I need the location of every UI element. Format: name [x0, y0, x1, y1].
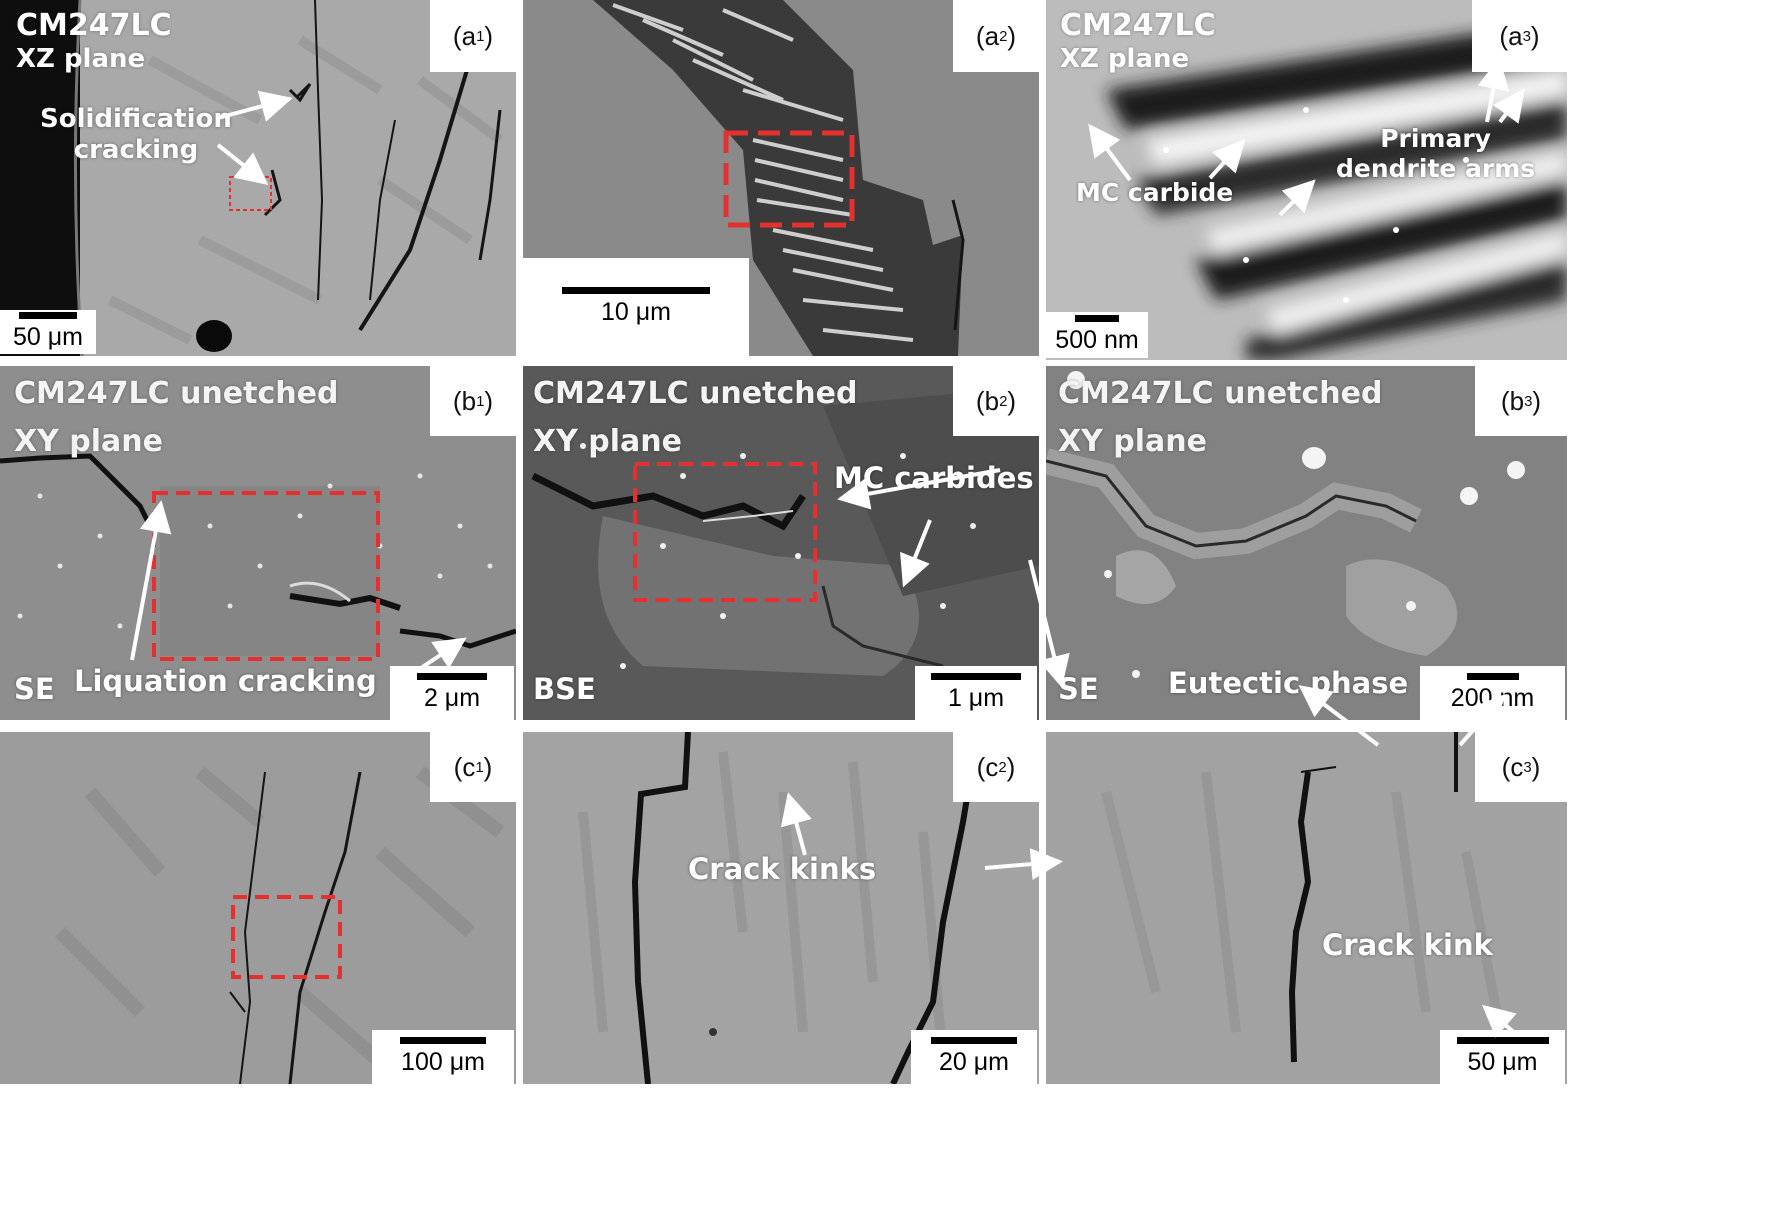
scale-bar-label: 100 μm: [401, 1048, 485, 1076]
scale-bar-label: 10 μm: [601, 298, 671, 326]
panel-title: CM247LC unetched: [533, 376, 858, 411]
panel-subscript: 3: [1523, 758, 1532, 776]
scale-bar-line: [1466, 673, 1519, 680]
scale-bar: 10 μm: [523, 258, 749, 356]
panel-subtitle: XZ plane: [1060, 44, 1190, 74]
panel-letter: a: [461, 20, 477, 51]
annotation-crack-kink: Crack kink: [1322, 928, 1493, 962]
panel-letter: c: [462, 751, 476, 782]
scale-bar: 1 μm: [915, 666, 1037, 720]
scale-bar-line: [417, 673, 487, 680]
panel-subscript: 2: [998, 758, 1007, 776]
scale-bar: 100 μm: [372, 1030, 514, 1084]
scale-bar: 50 μm: [1440, 1030, 1565, 1084]
panel-subtitle: XY plane: [533, 424, 683, 459]
panel-subscript: 3: [1524, 392, 1533, 410]
panel-subtitle: XZ plane: [16, 44, 146, 74]
panel-label: (b 2): [953, 366, 1039, 436]
panel-letter: c: [985, 751, 999, 782]
panel-b3: CM247LC unetched XY plane SE Eutectic ph…: [1046, 366, 1567, 720]
scale-bar: 200 nm: [1420, 666, 1565, 720]
panel-letter: c: [1510, 751, 1524, 782]
scale-bar-label: 500 nm: [1055, 326, 1139, 354]
panel-subtitle: XY plane: [1058, 424, 1208, 459]
panel-c1: (c 1) 100 μm: [0, 732, 516, 1084]
panel-letter: b: [984, 385, 1000, 416]
scale-bar-line: [19, 312, 77, 319]
panel-subscript: 1: [476, 27, 485, 45]
panel-title: CM247LC unetched: [1058, 376, 1383, 411]
annotation-eutectic-phase: Eutectic phase: [1168, 666, 1409, 700]
panel-title: CM247LC unetched: [14, 376, 339, 411]
panel-letter: a: [1508, 20, 1523, 51]
micrograph-a3: [1046, 0, 1567, 360]
scale-bar-label: 20 μm: [939, 1048, 1009, 1076]
panel-b2: CM247LC unetched XY plane BSE MC carbide…: [523, 366, 1039, 720]
scale-bar: 20 μm: [911, 1030, 1037, 1084]
panel-label: (b 1): [430, 366, 516, 436]
panel-b1: CM247LC unetched XY plane SE Liquation c…: [0, 366, 516, 720]
scale-bar: 2 μm: [390, 666, 514, 720]
annotation-crack-kinks: Crack kinks: [688, 852, 877, 886]
panel-label: (c 1): [430, 732, 516, 802]
scale-bar-label: 1 μm: [947, 684, 1005, 712]
imaging-mode-label: SE: [14, 672, 55, 706]
scale-bar-line: [1456, 1037, 1549, 1044]
panel-label: (a 1): [430, 0, 516, 72]
panel-subtitle: XY plane: [14, 424, 164, 459]
panel-a3: CM247LC XZ plane MC carbide Primary dend…: [1046, 0, 1567, 360]
imaging-mode-label: SE: [1058, 672, 1099, 706]
scale-bar-line: [1075, 315, 1119, 322]
panel-letter: a: [984, 20, 1000, 51]
scale-bar-label: 200 nm: [1450, 684, 1535, 712]
annotation-mc-carbide: MC carbide: [1076, 178, 1234, 207]
annotation-solidification-cracking: Solidification cracking: [40, 104, 232, 166]
panel-label: (c 2): [953, 732, 1039, 802]
annotation-liquation-cracking: Liquation cracking: [74, 664, 377, 698]
panel-subscript: 2: [999, 27, 1008, 45]
panel-label: (b 3): [1475, 366, 1567, 436]
panel-title: CM247LC: [16, 8, 172, 43]
panel-label: (a 2): [953, 0, 1039, 72]
panel-c3: Crack kink (c 3) 50 μm: [1046, 732, 1567, 1084]
annotation-mc-carbides: MC carbides: [834, 461, 1034, 495]
panel-c2: Crack kinks (c 2) 20 μm: [523, 732, 1039, 1084]
panel-letter: b: [461, 385, 477, 416]
scale-bar: 50 μm: [0, 310, 96, 354]
scale-bar-line: [931, 1037, 1017, 1044]
panel-a2: (a 2) 10 μm: [523, 0, 1039, 356]
panel-subscript: 1: [476, 392, 485, 410]
panel-title: CM247LC: [1060, 8, 1216, 43]
panel-subscript: 1: [475, 758, 484, 776]
imaging-mode-label: BSE: [533, 672, 596, 706]
scale-bar-label: 2 μm: [423, 684, 481, 712]
scale-bar-line: [400, 1037, 486, 1044]
panel-subscript: 3: [1522, 27, 1531, 45]
scale-bar-line: [931, 673, 1021, 680]
panel-letter: b: [1509, 385, 1525, 416]
panel-a1: CM247LC XZ plane Solidification cracking…: [0, 0, 516, 356]
panel-subscript: 2: [999, 392, 1008, 410]
panel-label: (c 3): [1475, 732, 1567, 802]
panel-label: (a 3): [1472, 0, 1567, 72]
scale-bar-label: 50 μm: [1467, 1048, 1538, 1076]
scale-bar: 500 nm: [1046, 312, 1148, 358]
scale-bar-label: 50 μm: [13, 323, 83, 351]
annotation-primary-dendrite-arms: Primary dendrite arms: [1336, 124, 1536, 183]
scale-bar-line: [562, 287, 710, 294]
